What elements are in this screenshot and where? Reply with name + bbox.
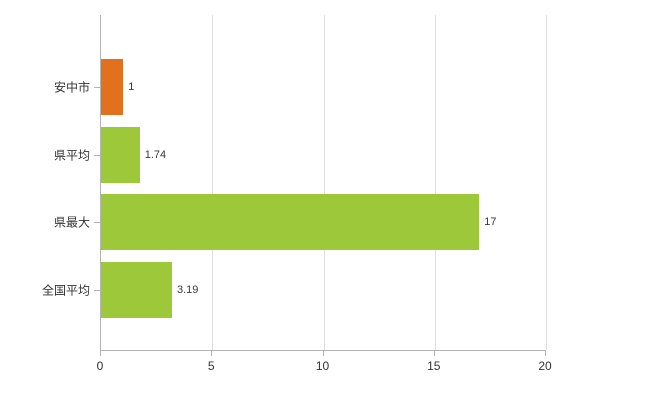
category-label: 県最大 bbox=[53, 215, 90, 230]
bar-value-label: 1 bbox=[128, 80, 135, 93]
bars-container: 1 1.74 17 3.19 bbox=[101, 53, 546, 324]
bar-row: 1.74 bbox=[101, 121, 546, 189]
bar-row: 17 bbox=[101, 189, 546, 257]
gridline bbox=[323, 15, 325, 350]
category-tick bbox=[94, 86, 100, 88]
plot-area: 1 1.74 17 3.19 bbox=[100, 15, 547, 351]
bar-row: 3.19 bbox=[101, 256, 546, 324]
bar-value-label: 1.74 bbox=[144, 148, 167, 161]
category-label: 全国平均 bbox=[41, 283, 90, 298]
x-axis-tick-label: 0 bbox=[96, 359, 104, 373]
gridline bbox=[546, 15, 547, 350]
x-axis-tick-label: 20 bbox=[538, 359, 552, 373]
x-axis-tick bbox=[545, 351, 546, 356]
bar bbox=[101, 58, 124, 115]
x-axis-tick bbox=[211, 351, 213, 356]
category-label: 県平均 bbox=[53, 148, 90, 163]
bar-value-label: 3.19 bbox=[176, 284, 199, 297]
category-label: 安中市 bbox=[53, 80, 90, 95]
bar bbox=[101, 194, 480, 251]
x-axis-tick-label: 5 bbox=[207, 359, 215, 373]
bar bbox=[101, 126, 140, 183]
x-axis-tick bbox=[322, 351, 324, 356]
x-axis-tick bbox=[433, 351, 435, 356]
x-axis-tick bbox=[100, 351, 101, 356]
gridline bbox=[212, 15, 214, 350]
bar-value-label: 17 bbox=[484, 216, 497, 229]
bar bbox=[101, 262, 172, 319]
x-axis-tick-label: 10 bbox=[315, 359, 330, 373]
bar-row: 1 bbox=[101, 53, 546, 121]
category-tick bbox=[94, 154, 100, 156]
category-tick bbox=[94, 290, 100, 292]
gridline bbox=[434, 15, 436, 350]
x-axis-tick-label: 15 bbox=[427, 359, 441, 373]
category-tick bbox=[94, 222, 100, 224]
